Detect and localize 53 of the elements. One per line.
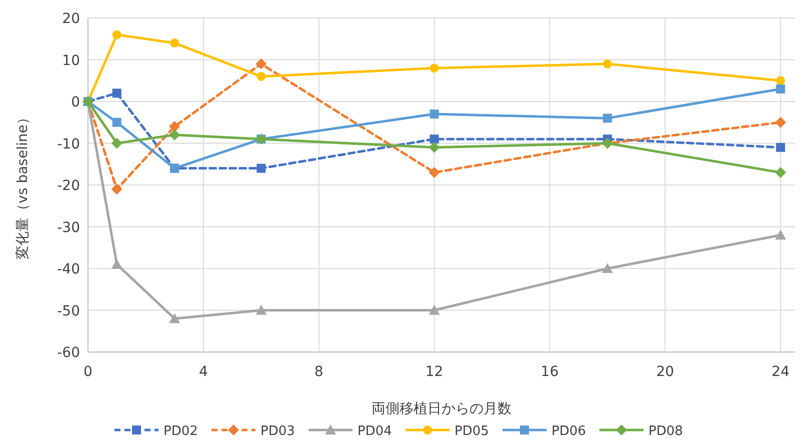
legend-label: PD04	[358, 424, 392, 439]
legend-label: PD08	[648, 424, 683, 439]
point	[169, 121, 180, 132]
x-tick-label: 24	[772, 364, 790, 380]
point	[112, 118, 122, 127]
point	[776, 84, 786, 94]
point	[111, 258, 122, 269]
x-tick-label: 0	[84, 364, 92, 380]
point	[169, 129, 180, 140]
point	[256, 304, 267, 315]
point	[428, 304, 440, 315]
x-tick-label: 20	[656, 364, 674, 380]
point	[170, 38, 180, 48]
point	[256, 72, 266, 81]
legend-label: PD02	[164, 424, 198, 439]
legend-label: PD03	[260, 424, 295, 439]
y-tick-label: -10	[57, 136, 80, 152]
point	[169, 313, 180, 324]
x-tick-label: 16	[540, 364, 559, 380]
point	[112, 88, 122, 98]
point	[256, 164, 266, 173]
point	[602, 263, 613, 273]
y-axis-title: 変化量（vs baseline）	[15, 110, 31, 260]
point	[602, 59, 612, 68]
x-axis-title: 両側移植日からの月数	[372, 401, 512, 417]
y-tick-label: -40	[57, 262, 80, 278]
point	[775, 166, 786, 178]
point	[602, 114, 612, 123]
x-tick-label: 4	[198, 364, 208, 380]
point	[256, 58, 267, 70]
point	[428, 142, 440, 153]
y-tick-label: 20	[62, 11, 80, 27]
point	[776, 76, 786, 86]
legend-label: PD05	[454, 424, 489, 439]
point	[775, 116, 786, 128]
y-tick-label: -30	[57, 220, 80, 236]
point	[111, 184, 122, 195]
point	[111, 138, 122, 149]
point	[430, 110, 439, 119]
y-tick-label: -20	[57, 178, 80, 194]
point	[428, 166, 440, 178]
point	[430, 134, 439, 144]
point	[112, 30, 122, 40]
point	[775, 230, 786, 240]
y-tick-label: 0	[71, 94, 80, 110]
y-tick-label: 10	[62, 52, 80, 69]
y-tick-label: -60	[57, 345, 80, 361]
point	[430, 64, 439, 73]
x-tick-label: 12	[425, 364, 444, 380]
legend-label: PD06	[552, 424, 586, 439]
point	[776, 142, 786, 152]
y-tick-label: -50	[57, 303, 80, 320]
x-tick-label: 8	[314, 364, 324, 380]
